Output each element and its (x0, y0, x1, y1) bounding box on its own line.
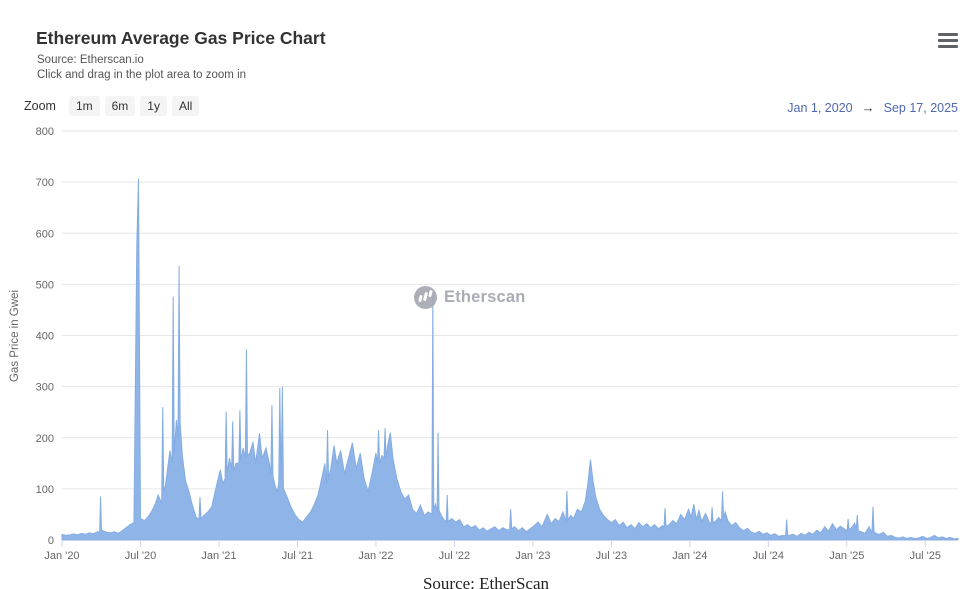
x-tick-label: Jan '23 (515, 550, 550, 562)
footer-source-caption: Source: EtherScan (422, 574, 550, 589)
x-tick-label: Jul '21 (282, 550, 313, 562)
y-tick-label: 200 (36, 433, 54, 445)
zoom-label: Zoom (24, 99, 56, 113)
x-tick-label: Jan '25 (829, 550, 864, 562)
zoom-button-1y[interactable]: 1y (140, 96, 167, 116)
y-tick-label: 0 (48, 535, 54, 547)
date-to-input[interactable]: Sep 17, 2025 (883, 100, 958, 115)
date-range-selector: Jan 1, 2020 → Sep 17, 2025 (787, 100, 958, 115)
hamburger-menu-icon[interactable] (938, 33, 958, 48)
zoom-button-6m[interactable]: 6m (104, 96, 136, 116)
x-tick-label: Jul '23 (596, 550, 627, 562)
range-selector: Zoom 1m 6m 1y All (24, 96, 200, 116)
y-tick-label: 800 (36, 126, 54, 138)
zoom-button-all[interactable]: All (171, 96, 200, 116)
y-tick-label: 300 (36, 382, 54, 394)
arrow-right-icon: → (861, 100, 875, 115)
x-tick-label: Jul '20 (125, 550, 156, 562)
y-tick-label: 500 (36, 279, 54, 291)
x-tick-label: Jan '20 (44, 550, 79, 562)
y-tick-label: 600 (36, 228, 54, 240)
y-tick-label: 100 (36, 484, 54, 496)
x-tick-label: Jul '22 (439, 550, 470, 562)
x-tick-label: Jan '24 (672, 550, 707, 562)
etherscan-watermark: Etherscan (414, 286, 526, 309)
gas-price-series (61, 178, 959, 541)
hamburger-bar (938, 33, 958, 36)
y-tick-label: 400 (36, 331, 54, 343)
x-tick-label: Jul '25 (910, 550, 941, 562)
x-tick-label: Jan '21 (201, 550, 236, 562)
x-tick-label: Jan '22 (358, 550, 393, 562)
chart-hint-subtitle: Click and drag in the plot area to zoom … (37, 69, 247, 81)
date-from-input[interactable]: Jan 1, 2020 (787, 100, 853, 115)
hamburger-bar (938, 39, 958, 42)
etherscan-logo-icon (414, 286, 437, 309)
watermark-label: Etherscan (444, 288, 526, 306)
y-tick-label: 700 (36, 177, 54, 189)
chart-source-subtitle: Source: Etherscan.io (37, 54, 144, 66)
zoom-button-1m[interactable]: 1m (68, 96, 100, 116)
hamburger-bar (938, 45, 958, 48)
x-tick-label: Jul '24 (753, 550, 784, 562)
page-title: Ethereum Average Gas Price Chart (36, 28, 326, 48)
